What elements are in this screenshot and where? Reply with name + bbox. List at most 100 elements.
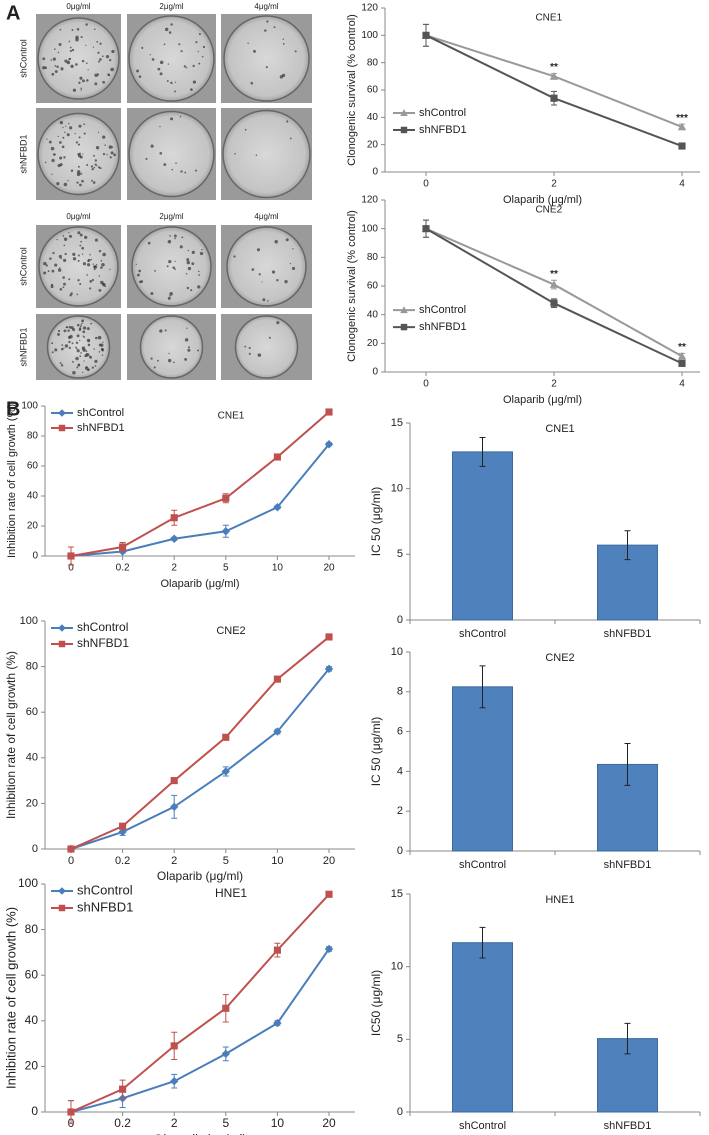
colony bbox=[141, 46, 144, 50]
colony bbox=[54, 48, 56, 50]
colony bbox=[159, 72, 163, 76]
y-tick-label: 80 bbox=[367, 252, 379, 263]
colony bbox=[76, 181, 79, 184]
y-tick-label: 0 bbox=[372, 167, 378, 178]
colony bbox=[289, 263, 292, 265]
colony bbox=[179, 245, 183, 249]
marker bbox=[170, 1077, 179, 1086]
legend-marker bbox=[58, 640, 66, 648]
colony bbox=[111, 146, 114, 149]
colony bbox=[94, 28, 96, 30]
colony bbox=[173, 234, 177, 238]
colony bbox=[102, 152, 106, 156]
y-axis-label: Inhibition rate of cell growth (%) bbox=[6, 404, 18, 558]
significance-label: *** bbox=[676, 113, 688, 124]
colony bbox=[194, 169, 197, 172]
colony bbox=[169, 292, 173, 296]
marker bbox=[324, 664, 334, 674]
colony bbox=[262, 298, 266, 302]
colony bbox=[199, 251, 204, 256]
colony bbox=[191, 262, 195, 266]
colony bbox=[248, 346, 251, 350]
colony bbox=[266, 20, 269, 23]
colony bbox=[271, 270, 276, 274]
colony bbox=[268, 336, 271, 339]
y-tick-label: 20 bbox=[367, 139, 379, 150]
colony bbox=[74, 132, 76, 135]
colony bbox=[91, 179, 93, 182]
y-axis-label: Clonogenic survival (% control) bbox=[346, 14, 358, 166]
colony bbox=[153, 366, 156, 369]
colony bbox=[96, 164, 98, 167]
x-axis-label: Olaparib (μg/ml) bbox=[503, 394, 582, 406]
colony bbox=[105, 55, 110, 59]
colony bbox=[62, 136, 65, 139]
colony bbox=[57, 164, 61, 168]
colony bbox=[83, 336, 86, 338]
error-bar bbox=[624, 743, 631, 786]
colony bbox=[63, 347, 65, 349]
colony bbox=[86, 274, 88, 276]
colony bbox=[187, 249, 190, 252]
colony bbox=[81, 179, 84, 183]
colony bbox=[81, 59, 85, 63]
colony bbox=[92, 263, 95, 265]
colony bbox=[89, 280, 93, 283]
colony bbox=[294, 50, 297, 53]
colony bbox=[257, 353, 262, 357]
colony bbox=[183, 65, 187, 68]
y-tick-label: 0 bbox=[32, 551, 38, 562]
x-tick-label: shControl bbox=[459, 859, 506, 871]
marker bbox=[324, 440, 334, 449]
colony bbox=[82, 326, 87, 330]
y-tick-label: 5 bbox=[397, 548, 403, 560]
colony bbox=[68, 234, 72, 238]
y-tick-label: 4 bbox=[397, 765, 403, 777]
colony bbox=[82, 262, 87, 266]
marker bbox=[273, 1018, 282, 1028]
colony bbox=[98, 288, 102, 292]
colony bbox=[274, 240, 278, 244]
y-axis-label: Clonogenic survival (% control) bbox=[346, 210, 358, 362]
colony bbox=[66, 133, 70, 137]
colony bbox=[101, 55, 104, 58]
colony bbox=[113, 153, 116, 157]
colony bbox=[72, 252, 76, 257]
series-line bbox=[70, 636, 330, 850]
y-tick-label: 60 bbox=[25, 967, 39, 981]
y-tick-label: 15 bbox=[391, 888, 403, 900]
colony bbox=[87, 69, 89, 71]
colony bbox=[82, 348, 86, 352]
x-tick-label: 10 bbox=[271, 1116, 285, 1130]
colony bbox=[80, 324, 82, 326]
colony bbox=[190, 289, 193, 292]
colony bbox=[58, 254, 62, 259]
colony bbox=[86, 79, 89, 82]
colony bbox=[63, 258, 67, 262]
colony bbox=[170, 117, 174, 121]
colony bbox=[42, 57, 46, 61]
colony bbox=[71, 342, 74, 345]
colony bbox=[77, 231, 81, 235]
colony bbox=[68, 232, 70, 234]
y-tick-label: 60 bbox=[367, 85, 379, 96]
marker bbox=[170, 802, 179, 812]
colony bbox=[93, 265, 98, 269]
colony bbox=[85, 366, 88, 369]
colony bbox=[57, 135, 59, 138]
y-tick-label: 5 bbox=[397, 1033, 403, 1045]
colony bbox=[66, 60, 71, 65]
x-tick-label: 5 bbox=[222, 1116, 229, 1130]
colony bbox=[286, 120, 289, 123]
x-tick-label: 0 bbox=[423, 179, 429, 190]
colony bbox=[154, 269, 156, 272]
colony bbox=[62, 126, 64, 129]
x-axis-label: Olaparib (μg/ml) bbox=[160, 578, 239, 590]
colony bbox=[247, 42, 249, 44]
colony bbox=[80, 325, 82, 328]
significance-label: ** bbox=[550, 269, 558, 280]
colony bbox=[69, 334, 73, 339]
dish bbox=[46, 315, 111, 379]
colony bbox=[174, 260, 176, 263]
